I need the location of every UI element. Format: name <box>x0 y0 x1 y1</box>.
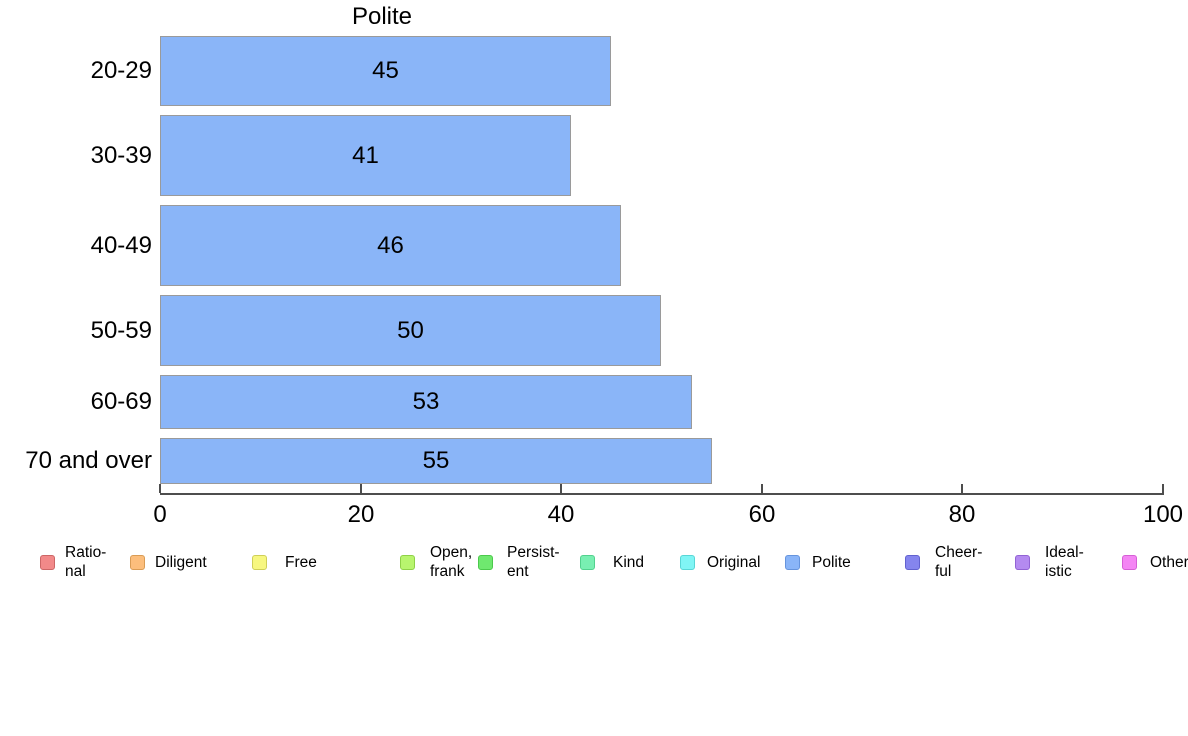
bar-20-29: 45 <box>160 36 611 106</box>
x-axis-tick <box>360 484 362 493</box>
legend-item-open-frank: Open, frank <box>400 538 472 586</box>
x-axis-tick-label: 100 <box>1142 501 1184 528</box>
legend-label: Open, frank <box>430 543 472 581</box>
legend-item-idealistic: Ideal-istic <box>1015 538 1084 586</box>
category-label-60-69: 60-69 <box>90 388 152 415</box>
x-axis-tick-label: 20 <box>347 501 375 528</box>
bar-50-59: 50 <box>160 295 661 366</box>
legend-swatch-other <box>1122 554 1137 570</box>
legend-item-diligent: Diligent <box>130 538 207 586</box>
x-axis-tick <box>560 484 562 493</box>
bar-value-label: 45 <box>372 57 399 84</box>
legend-label: Persist-ent <box>507 543 560 581</box>
legend-label-line: Ideal- <box>1045 544 1084 561</box>
legend-item-cheerful: Cheer-ful <box>905 538 982 586</box>
legend-swatch-persistent <box>478 554 493 570</box>
legend-label: Kind <box>613 553 644 572</box>
x-axis-tick-label: 60 <box>748 501 776 528</box>
legend-label-line: Persist- <box>507 544 560 561</box>
legend-swatch-polite <box>785 554 800 570</box>
legend-label-line: Cheer- <box>935 544 983 561</box>
bar-value-label: 53 <box>412 388 440 415</box>
plot-area: 45 20-29 41 30-39 46 40-49 50 50-59 53 60-69 55 70 … <box>25 36 1184 528</box>
legend-label: Free <box>285 553 317 572</box>
legend-swatch-kind <box>580 554 595 570</box>
legend-label-line: istic <box>1045 563 1072 580</box>
legend-item-persistent: Persist-ent <box>478 538 560 586</box>
bar-40-49: 46 <box>160 205 621 286</box>
legend-label: Ideal-istic <box>1045 543 1084 581</box>
legend-label: Diligent <box>155 553 207 572</box>
category-label-20-29: 20-29 <box>90 57 152 84</box>
legend-label: Polite <box>812 553 851 572</box>
legend-label-line: Other <box>1150 553 1188 571</box>
legend-item-other: Other <box>1122 538 1188 586</box>
legend-label: Other <box>1150 553 1188 572</box>
chart-title: Polite <box>351 3 413 30</box>
legend-label: Ratio-nal <box>65 543 106 581</box>
legend-swatch-free <box>252 554 267 570</box>
legend-label: Cheer-ful <box>935 543 982 581</box>
x-axis-tick-label: 40 <box>547 501 575 528</box>
x-axis-tick-label: 0 <box>153 501 167 528</box>
legend: Ratio-nal Diligent Free Open, frank Persist-e… <box>0 538 1188 588</box>
bar-value-label: 46 <box>377 231 404 259</box>
legend-label-line: Polite <box>812 553 851 571</box>
legend-label-line: Open, <box>430 544 473 561</box>
bar-value-label: 50 <box>397 316 424 344</box>
legend-label-line: ent <box>507 563 529 580</box>
legend-label-line: Original <box>707 553 761 571</box>
x-axis-tick <box>1162 484 1164 493</box>
legend-item-rational: Ratio-nal <box>40 538 106 586</box>
legend-label-line: Free <box>285 553 317 571</box>
x-axis-tick <box>159 484 161 493</box>
category-label-40-49: 40-49 <box>90 232 152 259</box>
category-label-30-39: 30-39 <box>90 142 152 169</box>
legend-swatch-rational <box>40 554 55 570</box>
legend-swatch-diligent <box>130 554 145 570</box>
legend-swatch-idealistic <box>1015 554 1030 570</box>
legend-item-polite: Polite <box>785 538 851 586</box>
bar-60-69: 53 <box>160 375 692 429</box>
legend-item-kind: Kind <box>580 538 644 586</box>
legend-label-line: Kind <box>613 553 645 571</box>
legend-label-line: nal <box>65 563 86 580</box>
legend-label-line: ful <box>935 563 952 580</box>
legend-label: Original <box>707 553 760 572</box>
legend-item-original: Original <box>680 538 760 586</box>
bar-value-label: 55 <box>422 447 450 474</box>
bar-70-and-over: 55 <box>160 438 712 484</box>
category-label-50-59: 50-59 <box>90 317 152 344</box>
legend-swatch-cheerful <box>905 554 920 570</box>
legend-label-line: Diligent <box>155 553 207 571</box>
x-axis-tick-label: 80 <box>948 501 976 528</box>
bar-value-label: 41 <box>352 141 379 169</box>
x-axis-tick <box>961 484 963 493</box>
legend-swatch-open-frank <box>400 554 415 570</box>
x-axis-tick <box>761 484 763 493</box>
legend-label-line: frank <box>430 563 465 580</box>
legend-label-line: Ratio- <box>65 544 107 561</box>
x-axis-line <box>160 493 1164 495</box>
legend-swatch-original <box>680 554 695 570</box>
bar-30-39: 41 <box>160 115 571 196</box>
legend-item-free: Free <box>252 538 317 586</box>
category-label-70-and-over: 70 and over <box>25 447 152 474</box>
